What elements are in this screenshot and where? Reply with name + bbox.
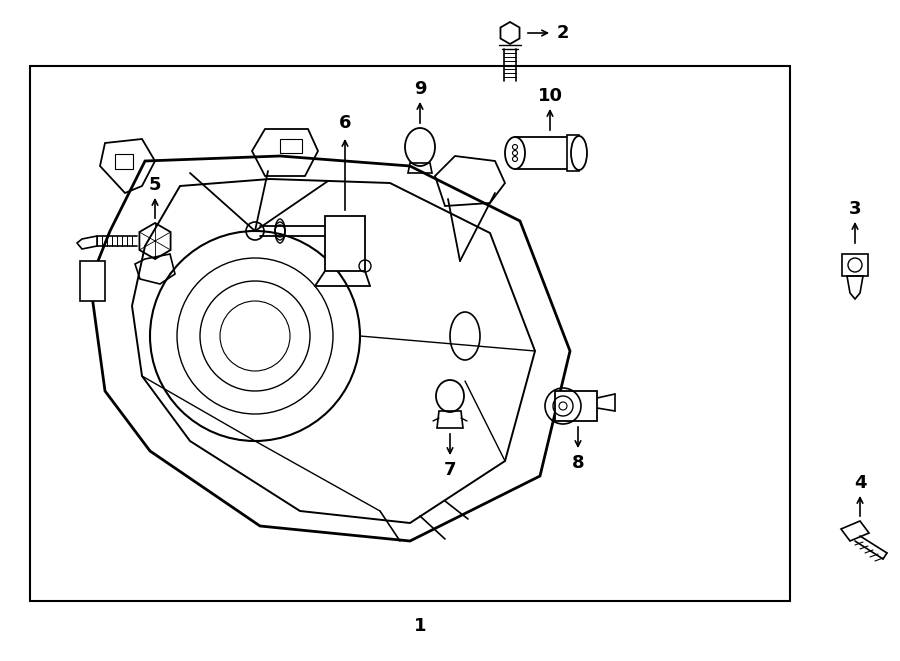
Ellipse shape <box>571 136 587 170</box>
Text: 3: 3 <box>849 200 861 218</box>
Text: 7: 7 <box>444 461 456 479</box>
Text: 8: 8 <box>572 454 584 472</box>
Text: 1: 1 <box>414 617 427 635</box>
Bar <box>325 216 365 271</box>
Bar <box>30 66 790 601</box>
Bar <box>842 254 868 276</box>
Text: 5: 5 <box>148 176 161 194</box>
Text: 9: 9 <box>414 80 427 98</box>
Bar <box>80 261 105 301</box>
Text: 4: 4 <box>854 474 866 492</box>
Text: 10: 10 <box>537 87 562 105</box>
Ellipse shape <box>505 137 525 169</box>
Bar <box>115 154 133 169</box>
Text: 6: 6 <box>338 114 351 132</box>
Bar <box>567 135 579 171</box>
Bar <box>280 139 302 153</box>
Bar <box>555 391 597 421</box>
Text: 2: 2 <box>557 24 570 42</box>
